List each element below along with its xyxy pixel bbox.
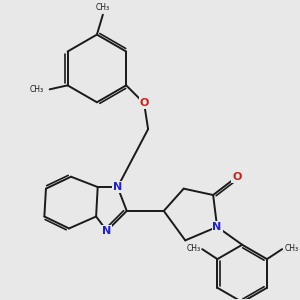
Text: N: N: [102, 226, 112, 236]
Text: CH₃: CH₃: [96, 3, 110, 12]
Text: O: O: [140, 98, 149, 108]
Text: N: N: [113, 182, 122, 192]
Text: CH₃: CH₃: [186, 244, 200, 253]
Text: N: N: [212, 222, 222, 232]
Text: CH₃: CH₃: [30, 85, 44, 94]
Text: O: O: [232, 172, 242, 182]
Text: CH₃: CH₃: [284, 244, 298, 253]
